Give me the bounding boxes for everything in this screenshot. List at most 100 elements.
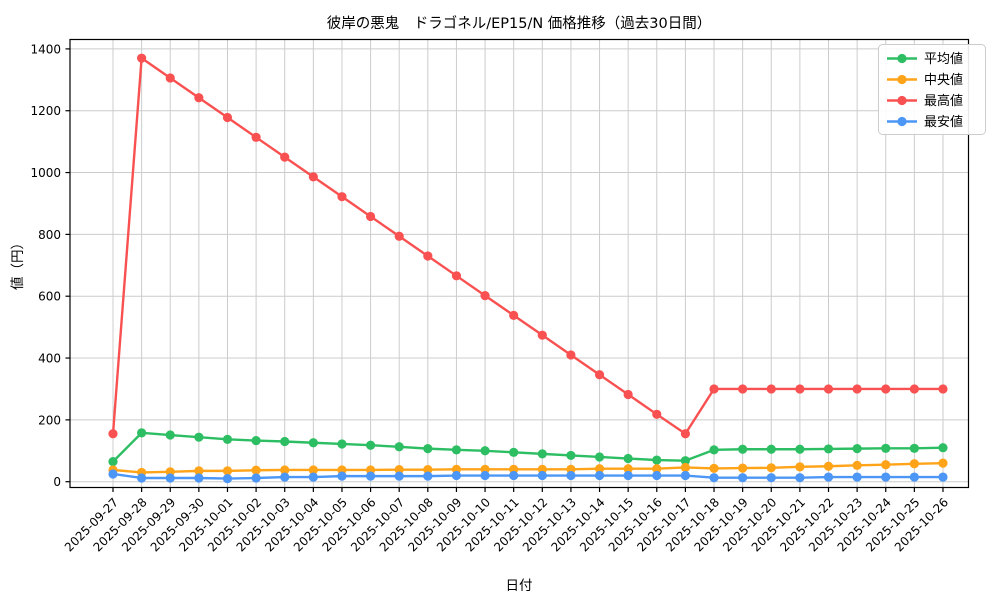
x-tick-labels: 2025-09-272025-09-282025-09-292025-09-30… bbox=[62, 495, 951, 554]
y-tick-label: 1000 bbox=[30, 166, 61, 180]
data-point bbox=[881, 472, 891, 482]
y-tick-label: 400 bbox=[38, 352, 61, 366]
data-point bbox=[423, 465, 433, 475]
data-point bbox=[652, 455, 662, 465]
data-point bbox=[938, 472, 948, 482]
data-point bbox=[566, 350, 576, 360]
data-point bbox=[308, 172, 318, 182]
data-point bbox=[194, 466, 204, 476]
data-point bbox=[451, 445, 462, 455]
data-point bbox=[881, 443, 891, 453]
data-point bbox=[222, 474, 233, 484]
data-point bbox=[881, 460, 891, 470]
data-point bbox=[909, 459, 919, 469]
data-point bbox=[194, 473, 204, 483]
data-point bbox=[222, 466, 233, 476]
data-point bbox=[709, 384, 719, 394]
data-point bbox=[652, 470, 662, 481]
data-point bbox=[766, 463, 776, 473]
data-point bbox=[108, 469, 118, 479]
data-point bbox=[137, 473, 147, 483]
data-point bbox=[423, 251, 433, 261]
y-tick-label: 600 bbox=[38, 290, 61, 304]
data-point bbox=[480, 290, 490, 301]
data-point bbox=[566, 470, 576, 481]
data-point bbox=[451, 470, 462, 481]
data-point bbox=[709, 445, 719, 455]
legend-marker bbox=[897, 95, 907, 106]
data-point bbox=[909, 384, 919, 394]
data-point bbox=[251, 435, 261, 446]
data-point bbox=[165, 73, 175, 83]
y-tick-labels: 0 200 400 600 800 1000 1200 1400 bbox=[30, 42, 61, 489]
data-point bbox=[594, 452, 605, 462]
legend-label: 最高値 bbox=[924, 93, 963, 109]
series-line bbox=[111, 472, 945, 480]
legend-label: 中央値 bbox=[924, 72, 963, 88]
data-point bbox=[709, 463, 719, 474]
data-point bbox=[738, 473, 748, 483]
data-point bbox=[137, 53, 147, 63]
y-tick-label: 0 bbox=[53, 475, 61, 489]
data-point bbox=[337, 471, 347, 481]
data-point bbox=[680, 456, 691, 466]
data-point bbox=[194, 93, 204, 103]
data-point bbox=[938, 443, 948, 453]
data-point bbox=[509, 310, 519, 320]
data-point bbox=[537, 470, 547, 481]
series-line bbox=[111, 461, 945, 474]
legend-marker bbox=[897, 116, 907, 127]
data-point bbox=[451, 271, 462, 281]
data-point bbox=[509, 470, 519, 481]
data-point bbox=[852, 472, 862, 482]
data-point bbox=[423, 444, 433, 454]
data-point bbox=[308, 465, 318, 475]
data-point bbox=[394, 471, 404, 481]
data-point bbox=[823, 472, 834, 482]
data-point bbox=[738, 463, 748, 473]
data-point bbox=[852, 444, 862, 454]
data-point bbox=[165, 473, 175, 483]
legend-label: 最安値 bbox=[924, 114, 963, 130]
data-point bbox=[909, 472, 919, 482]
plot-border bbox=[69, 38, 970, 489]
data-point bbox=[137, 428, 147, 438]
data-point bbox=[394, 465, 404, 475]
data-point bbox=[394, 231, 404, 241]
data-point bbox=[423, 471, 433, 481]
data-point bbox=[509, 447, 519, 457]
y-tick-label: 800 bbox=[38, 228, 61, 242]
data-point bbox=[938, 458, 948, 468]
data-point bbox=[251, 473, 261, 483]
data-point bbox=[365, 211, 376, 222]
data-point bbox=[709, 473, 719, 483]
data-point bbox=[194, 432, 204, 442]
legend-box bbox=[878, 44, 986, 135]
data-point bbox=[222, 112, 233, 123]
series-line bbox=[111, 431, 945, 463]
data-point bbox=[623, 464, 633, 474]
data-point bbox=[823, 444, 834, 454]
data-point bbox=[566, 450, 576, 461]
chart-title: 彼岸の悪鬼 ドラゴネル/EP15/N 価格推移（過去30日間） bbox=[326, 16, 712, 32]
data-point bbox=[766, 473, 776, 483]
data-point bbox=[795, 473, 805, 483]
data-point bbox=[394, 442, 404, 452]
data-point bbox=[280, 152, 290, 162]
data-point bbox=[251, 132, 261, 142]
data-point bbox=[652, 409, 662, 419]
tick-marks bbox=[65, 48, 944, 492]
data-point bbox=[222, 434, 233, 444]
data-point bbox=[795, 444, 805, 454]
data-point bbox=[909, 443, 919, 453]
data-point bbox=[337, 439, 347, 449]
data-point bbox=[594, 470, 605, 481]
data-point bbox=[738, 384, 748, 394]
y-tick-label: 1200 bbox=[30, 104, 61, 118]
data-point bbox=[594, 464, 605, 474]
data-point bbox=[365, 440, 376, 450]
data-point bbox=[594, 370, 605, 380]
data-point bbox=[280, 436, 290, 447]
